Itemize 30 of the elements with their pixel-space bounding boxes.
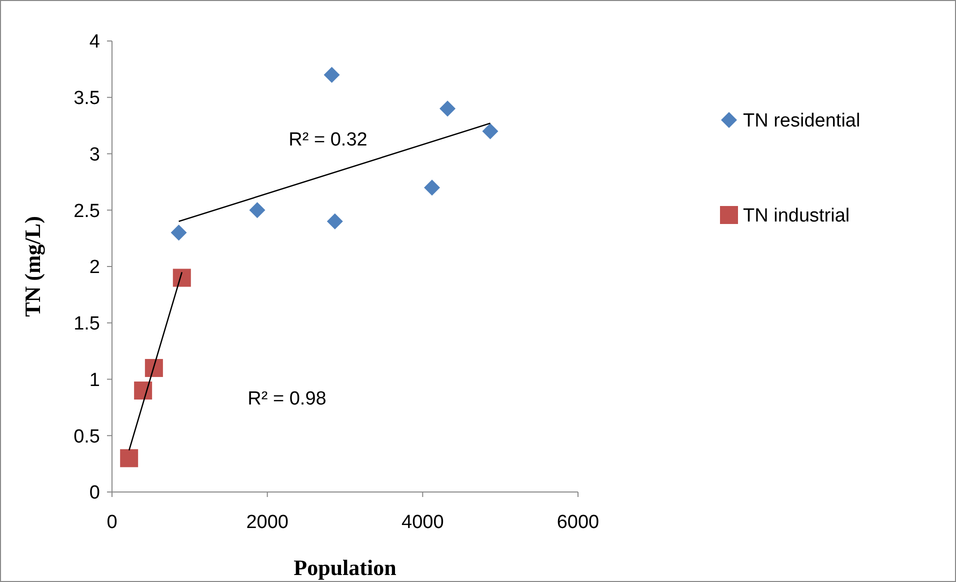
y-tick-label: 3.5: [74, 88, 100, 110]
y-tick-label: 1.5: [74, 314, 100, 335]
point: [134, 382, 152, 400]
point: [482, 123, 498, 140]
legend-label: TN industrial: [743, 206, 850, 227]
point: [170, 224, 187, 241]
annotation: R² = 0.32: [288, 130, 368, 151]
point: [326, 213, 343, 230]
y-tick-label: 0.5: [74, 426, 100, 448]
point: [120, 449, 138, 468]
x-tick-label: 2000: [246, 512, 288, 533]
legend-label: TN residential: [743, 110, 860, 132]
y-tick-label: 2.5: [74, 200, 100, 222]
y-tick-label: 2: [89, 257, 100, 278]
annotation: R² = 0.98: [248, 388, 326, 410]
point: [249, 202, 266, 218]
y-tick-label: 3: [89, 144, 100, 166]
y-tick-label: 4: [89, 32, 100, 53]
point: [144, 358, 163, 377]
point: [324, 66, 340, 83]
point: [424, 180, 440, 196]
point: [440, 100, 456, 117]
x-tick-label: 0: [106, 512, 118, 533]
x-tick-label: 4000: [402, 512, 444, 533]
y-axis-title: TN (mg/L): [20, 216, 45, 317]
point: [172, 268, 191, 287]
x-axis-title: Population: [294, 555, 396, 580]
x-tick-label: 6000: [556, 512, 600, 533]
y-tick-label: 0: [89, 482, 100, 504]
y-tick-label: 1: [89, 370, 100, 391]
